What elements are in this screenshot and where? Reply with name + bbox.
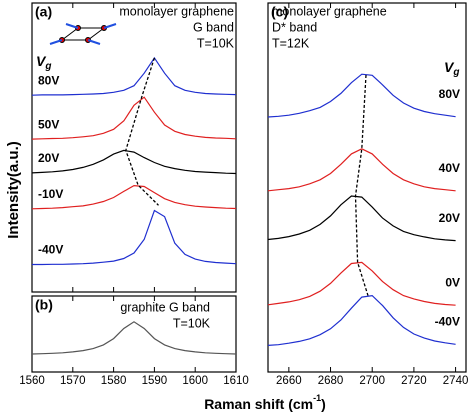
arrow [87,39,101,45]
series-label: -40V [435,314,460,328]
vg-label-sub: g [452,67,459,78]
x-axis-label-end: ) [321,396,326,412]
series-label: 40V [439,161,460,175]
x-tick-label: 1580 [101,375,127,387]
annotation: graphite G band [120,300,210,314]
annotation: T=10K [173,316,211,330]
annotation: D* band [272,20,317,34]
phonon-inset [49,23,117,45]
lattice-cell [60,27,106,41]
spectrum-line [267,73,456,118]
arrow [65,23,79,29]
series-label: 50V [38,117,59,131]
x-tick-label: 2740 [443,375,469,387]
x-tick-label: 2700 [359,375,385,387]
spectrum-line [32,209,237,266]
spectrum-line [31,321,237,355]
spectrum-line [267,148,456,192]
series-label: 80V [38,73,59,87]
x-axis-label-text: Raman shift (cm [204,396,313,412]
spectrum-line [267,261,456,306]
series-label: -10V [38,187,63,201]
panel-frame [267,2,467,373]
arrow [49,39,63,45]
annotation: monolayer graphene [272,4,387,18]
panel-frame [31,295,237,373]
series-label: 20V [38,151,59,165]
x-axis-label-sup: -1 [313,393,321,403]
panel-label: (c) [271,4,288,20]
series-label: 20V [439,211,460,225]
x-axis-label: Raman shift (cm-1) [204,393,326,411]
x-tick-label: 1610 [223,375,249,387]
vg-label-main: V [36,53,47,69]
x-tick-label: 1600 [182,375,208,387]
annotation: monolayer graphene [119,4,234,18]
x-tick-label: 1590 [142,375,168,387]
annotation: T=12K [272,36,310,50]
spectrum-line [31,96,237,140]
panel-label: (a) [35,4,52,20]
vg-label-sub: g [44,61,51,72]
panel-frame [31,2,237,293]
spectrum-line [31,56,237,96]
y-axis-label: Intensity(a.u.) [5,141,22,239]
peak-trace [125,57,159,206]
spectrum-line [267,195,456,242]
spectrum-line [267,294,456,346]
x-tick-label: 1560 [19,375,45,387]
x-tick-label: 2720 [401,375,427,387]
peak-trace [354,74,369,296]
vg-label-main: V [444,59,455,75]
arrow [103,23,117,29]
series-label: -40V [38,243,63,257]
vg-label: Vg [36,53,51,72]
annotation: G band [193,20,234,34]
series-label: 0V [445,275,460,289]
x-tick-label: 2660 [276,375,302,387]
series-label: 80V [439,87,460,101]
spectrum-line [31,184,237,210]
x-tick-label: 2680 [318,375,344,387]
spectrum-line [31,149,237,175]
x-tick-label: 1570 [60,375,86,387]
vg-label: Vg [444,59,459,78]
annotation: T=10K [197,36,235,50]
panel-label: (b) [35,297,53,313]
